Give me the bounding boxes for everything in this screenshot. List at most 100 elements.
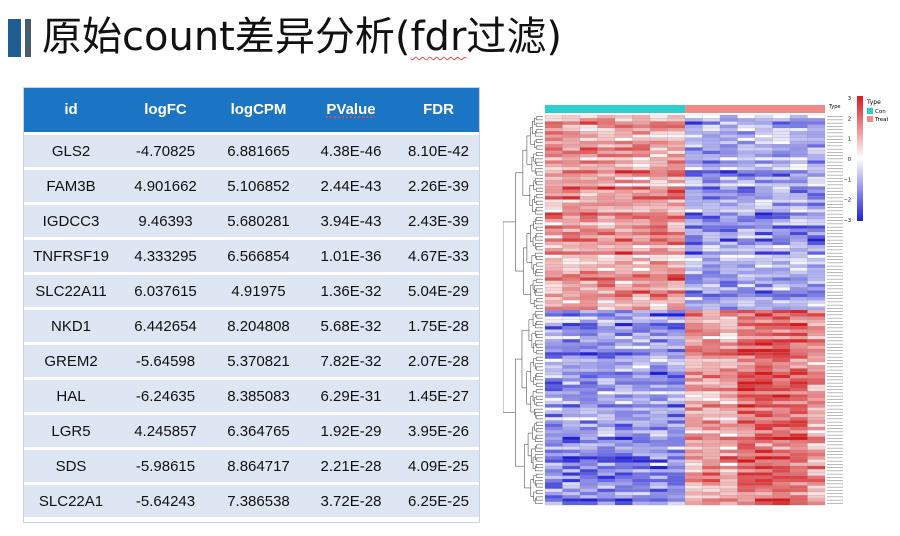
heatmap-cell [754,183,773,187]
heatmap-cell [597,352,616,356]
heatmap-cell [632,140,651,145]
heatmap-cell [789,127,808,132]
heatmap-cell [562,368,581,372]
heatmap-cell [702,420,721,424]
heatmap-cell [667,283,686,288]
heatmap-cell [614,342,633,346]
heatmap-cell [702,495,721,499]
heatmap-cell [579,196,598,200]
heatmap-cell [562,358,581,363]
heatmap-cell [579,381,598,385]
heatmap-cell [544,355,563,359]
heatmap-cell [684,365,703,369]
heatmap-cell [737,472,756,476]
heatmap-cell [562,404,581,408]
heatmap-cell [614,433,633,437]
heatmap-cell [614,121,633,125]
heatmap-cell [667,387,686,392]
cell-logfc: -6.24635 [119,377,212,412]
heatmap-cell [754,488,773,493]
heatmap-cell [719,361,738,366]
heatmap-cell [737,394,756,398]
heatmap-cell [632,332,651,337]
heatmap-cell [562,417,581,421]
heatmap-cell [649,449,668,454]
heatmap-cell [614,426,633,431]
heatmap-cell [807,381,826,385]
heatmap-cell [544,430,563,434]
heatmap-cell [807,345,826,350]
heatmap-cell [667,277,686,281]
heatmap-cell [579,446,598,450]
heatmap-cell [772,488,791,493]
heatmap-cell [562,218,581,223]
heatmap-cell [544,459,563,463]
annotation-label: Type [828,104,840,110]
heatmap-cell [719,303,738,307]
heatmap-cell [789,205,808,210]
heatmap-cell [667,257,686,262]
heatmap-cell [719,183,738,187]
heatmap-cell [702,482,721,486]
heatmap-cell [754,381,773,385]
heatmap-cell [614,358,633,363]
heatmap-cell [632,449,651,454]
heatmap-cell [579,430,598,434]
heatmap-cell [789,121,808,125]
heatmap-cell [562,452,581,457]
heatmap-cell [562,231,581,236]
heatmap-cell [719,374,738,379]
heatmap-cell [719,186,738,190]
heatmap-cell [772,381,791,385]
heatmap-cell [579,300,598,304]
heatmap-cell [562,283,581,288]
heatmap-cell [544,235,563,239]
heatmap-cell [754,446,773,450]
heatmap-cell [632,137,651,142]
heatmap-cell [719,144,738,148]
heatmap-cell [772,257,791,262]
heatmap-cell [632,381,651,385]
heatmap-cell [614,205,633,210]
heatmap-cell [597,222,616,226]
heatmap-cell [737,231,756,236]
heatmap-cell [684,166,703,171]
heatmap-cell [789,202,808,207]
heatmap-cell [807,209,826,213]
heatmap-cell [562,384,581,389]
heatmap-cell [544,407,563,411]
heatmap-cell [754,309,773,314]
heatmap-cell [702,322,721,327]
cell-fdr: 1.45E-27 [397,377,480,412]
heatmap-cell [684,202,703,207]
scale-tick-label: 0 [848,157,851,163]
heatmap-cell [562,199,581,203]
heatmap-cell [772,192,791,197]
heatmap-cell [807,488,826,493]
heatmap-cell [754,348,773,353]
heatmap-cell [737,160,756,164]
heatmap-cell [614,238,633,242]
heatmap-cell [632,114,651,119]
heatmap-cell [807,391,826,395]
heatmap-cell [544,391,563,395]
heatmap-cell [649,202,668,207]
cell-logcpm: 4.91975 [212,272,305,307]
heatmap-cell [632,485,651,489]
heatmap-cell [719,413,738,418]
heatmap-cell [772,446,791,450]
heatmap-cell [544,183,563,187]
heatmap-cell [684,228,703,233]
heatmap-cell [649,183,668,187]
heatmap-cell [632,241,651,246]
heatmap-cell [807,287,826,291]
heatmap-cell [754,199,773,203]
heatmap-cell [597,134,616,138]
heatmap-cell [562,426,581,431]
heatmap-cell [702,248,721,252]
heatmap-cell [597,485,616,489]
heatmap-cell [649,303,668,307]
heatmap-cell [597,413,616,418]
heatmap-cell [684,482,703,486]
heatmap-cell [544,319,563,324]
